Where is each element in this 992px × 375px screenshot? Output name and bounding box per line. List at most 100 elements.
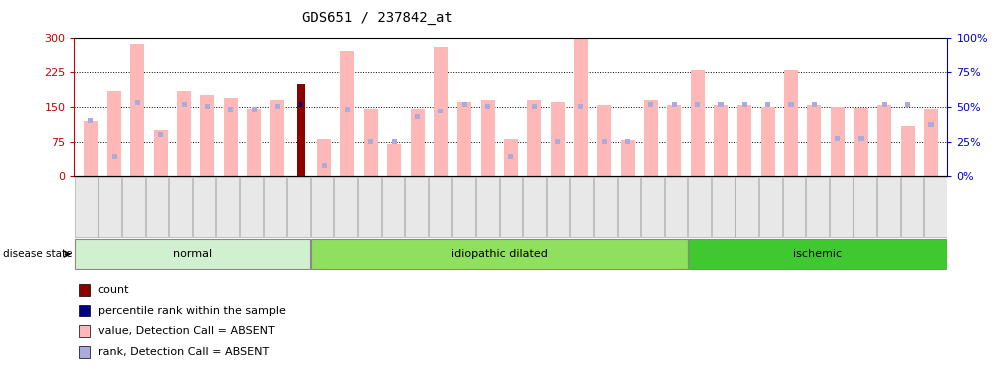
Bar [830, 107, 844, 176]
Bar [130, 45, 145, 176]
Bar [594, 177, 617, 237]
Bar [742, 102, 747, 106]
Bar [205, 105, 210, 109]
Bar [178, 91, 191, 176]
Bar [618, 177, 640, 237]
Bar [79, 326, 90, 337]
Bar [925, 177, 947, 237]
Bar [485, 105, 490, 109]
Bar [929, 123, 933, 128]
Bar [665, 177, 687, 237]
Bar [457, 102, 471, 176]
Bar [392, 139, 397, 144]
Bar [434, 47, 447, 176]
Bar [300, 102, 303, 106]
Text: GDS651 / 237842_at: GDS651 / 237842_at [302, 11, 452, 25]
Bar [690, 70, 704, 176]
Bar [570, 177, 593, 237]
Bar [387, 144, 401, 176]
Bar [192, 177, 215, 237]
Bar [271, 100, 285, 176]
Text: value, Detection Call = ABSENT: value, Detection Call = ABSENT [97, 326, 275, 336]
Bar [523, 177, 546, 237]
Bar [602, 139, 607, 144]
Bar [882, 102, 887, 106]
Bar [364, 109, 378, 176]
Bar [853, 177, 876, 237]
Bar [158, 132, 164, 137]
Bar [811, 102, 816, 106]
Text: count: count [97, 285, 129, 295]
Bar [200, 95, 214, 176]
Bar [508, 154, 514, 159]
Bar [135, 100, 140, 105]
Bar [368, 139, 373, 144]
Bar [783, 177, 806, 237]
Bar [621, 140, 635, 176]
Bar [714, 105, 728, 176]
Bar [405, 177, 428, 237]
Bar [854, 108, 868, 176]
Bar [310, 177, 333, 237]
Bar [835, 136, 840, 141]
Bar [228, 107, 233, 112]
Bar [574, 38, 588, 176]
Bar [784, 70, 798, 176]
Bar [649, 102, 654, 106]
Bar [527, 100, 542, 176]
Bar [382, 177, 404, 237]
Bar [321, 163, 326, 168]
Bar [88, 118, 93, 123]
Bar [597, 105, 611, 176]
Bar [310, 239, 687, 269]
Bar [532, 105, 537, 109]
Bar [644, 100, 658, 176]
Bar [695, 102, 700, 106]
Bar [415, 114, 420, 119]
Bar [216, 177, 239, 237]
Bar [688, 239, 947, 269]
Bar [79, 284, 90, 296]
Bar [688, 177, 711, 237]
Bar [476, 177, 499, 237]
Bar [122, 177, 145, 237]
Bar [429, 177, 451, 237]
Bar [411, 109, 425, 176]
Bar [345, 107, 350, 112]
Bar [438, 109, 443, 114]
Bar [807, 105, 821, 176]
Bar [858, 136, 864, 141]
Bar [452, 177, 475, 237]
Bar [761, 107, 775, 176]
Bar [74, 239, 310, 269]
Bar [500, 177, 522, 237]
Bar [759, 177, 782, 237]
Bar [877, 177, 900, 237]
Bar [240, 177, 263, 237]
Bar [154, 130, 168, 176]
Bar [182, 102, 186, 106]
Bar [79, 346, 90, 357]
Text: percentile rank within the sample: percentile rank within the sample [97, 306, 286, 315]
Bar [297, 84, 305, 176]
Bar [672, 102, 677, 106]
Bar [625, 139, 630, 144]
Bar [877, 105, 892, 176]
Bar [146, 177, 169, 237]
Bar [358, 177, 381, 237]
Bar [737, 105, 751, 176]
Bar [578, 105, 583, 109]
Bar [901, 126, 915, 176]
Bar [641, 177, 664, 237]
Bar [111, 154, 117, 159]
Text: rank, Detection Call = ABSENT: rank, Detection Call = ABSENT [97, 347, 269, 357]
Bar [712, 177, 734, 237]
Bar [247, 109, 261, 176]
Text: normal: normal [173, 249, 212, 259]
Bar [806, 177, 829, 237]
Bar [334, 177, 357, 237]
Bar [735, 177, 758, 237]
Bar [264, 177, 287, 237]
Bar [170, 177, 191, 237]
Bar [224, 98, 238, 176]
